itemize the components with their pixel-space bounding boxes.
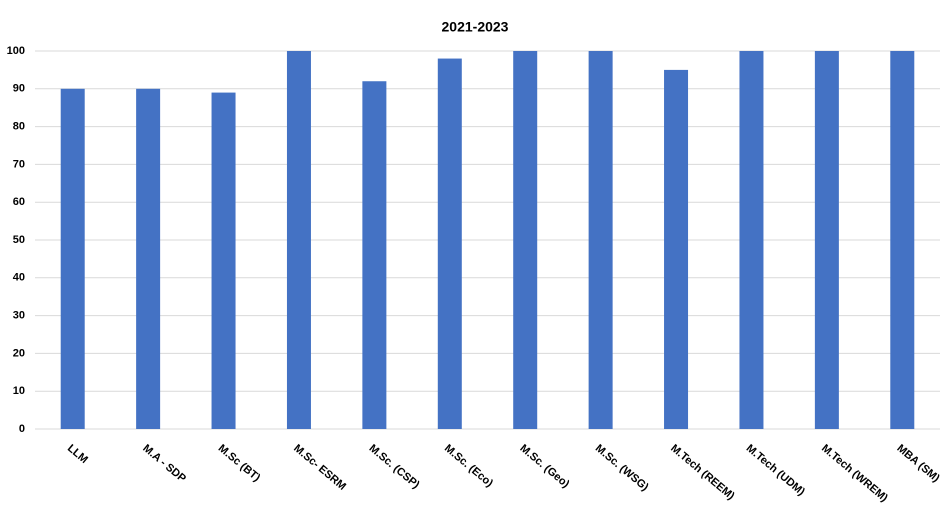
bar (664, 69, 689, 430)
x-tick-label: M.Sc. (CSP) (367, 442, 422, 491)
bar (362, 81, 387, 430)
y-tick-label: 10 (13, 385, 25, 397)
y-tick-label: 50 (13, 234, 25, 246)
bar (211, 92, 236, 429)
bar (588, 51, 613, 429)
x-tick-label: M.Sc- ESRM (291, 442, 348, 492)
y-tick-label: 40 (13, 272, 25, 284)
y-tick-label: 70 (13, 158, 25, 170)
bar (60, 88, 85, 430)
bar (437, 58, 462, 430)
x-tick-label: M.Tech (UDM) (744, 442, 808, 498)
x-tick-label: M.Sc. (Geo) (517, 442, 571, 490)
chart-title: 2021-2023 (442, 19, 509, 35)
x-tick-label: M.Sc. (Eco) (442, 442, 495, 490)
x-tick-label: MBA (SM) (894, 442, 941, 485)
y-tick-label: 90 (13, 83, 25, 95)
y-tick-label: 80 (13, 121, 25, 133)
y-tick-label: 100 (7, 45, 25, 57)
y-tick-label: 20 (13, 347, 25, 359)
y-tick-label: 30 (13, 310, 25, 322)
y-tick-label: 60 (13, 196, 25, 208)
x-tick-label: M.Tech (REEM) (668, 442, 737, 502)
bar (739, 51, 764, 429)
x-tick-label: M.Tech (WREM) (819, 442, 890, 504)
x-tick-label: M.Sc. (WSG) (593, 442, 651, 493)
bar (136, 88, 161, 430)
bar (513, 51, 538, 429)
bar (814, 51, 839, 429)
bar (286, 51, 311, 429)
y-tick-label: 0 (19, 423, 25, 435)
x-tick-label: M.Sc (BT) (216, 442, 263, 484)
x-tick-label: LLM (65, 442, 90, 466)
x-tick-label: M.A - SDP (140, 442, 188, 485)
bar (890, 51, 915, 429)
